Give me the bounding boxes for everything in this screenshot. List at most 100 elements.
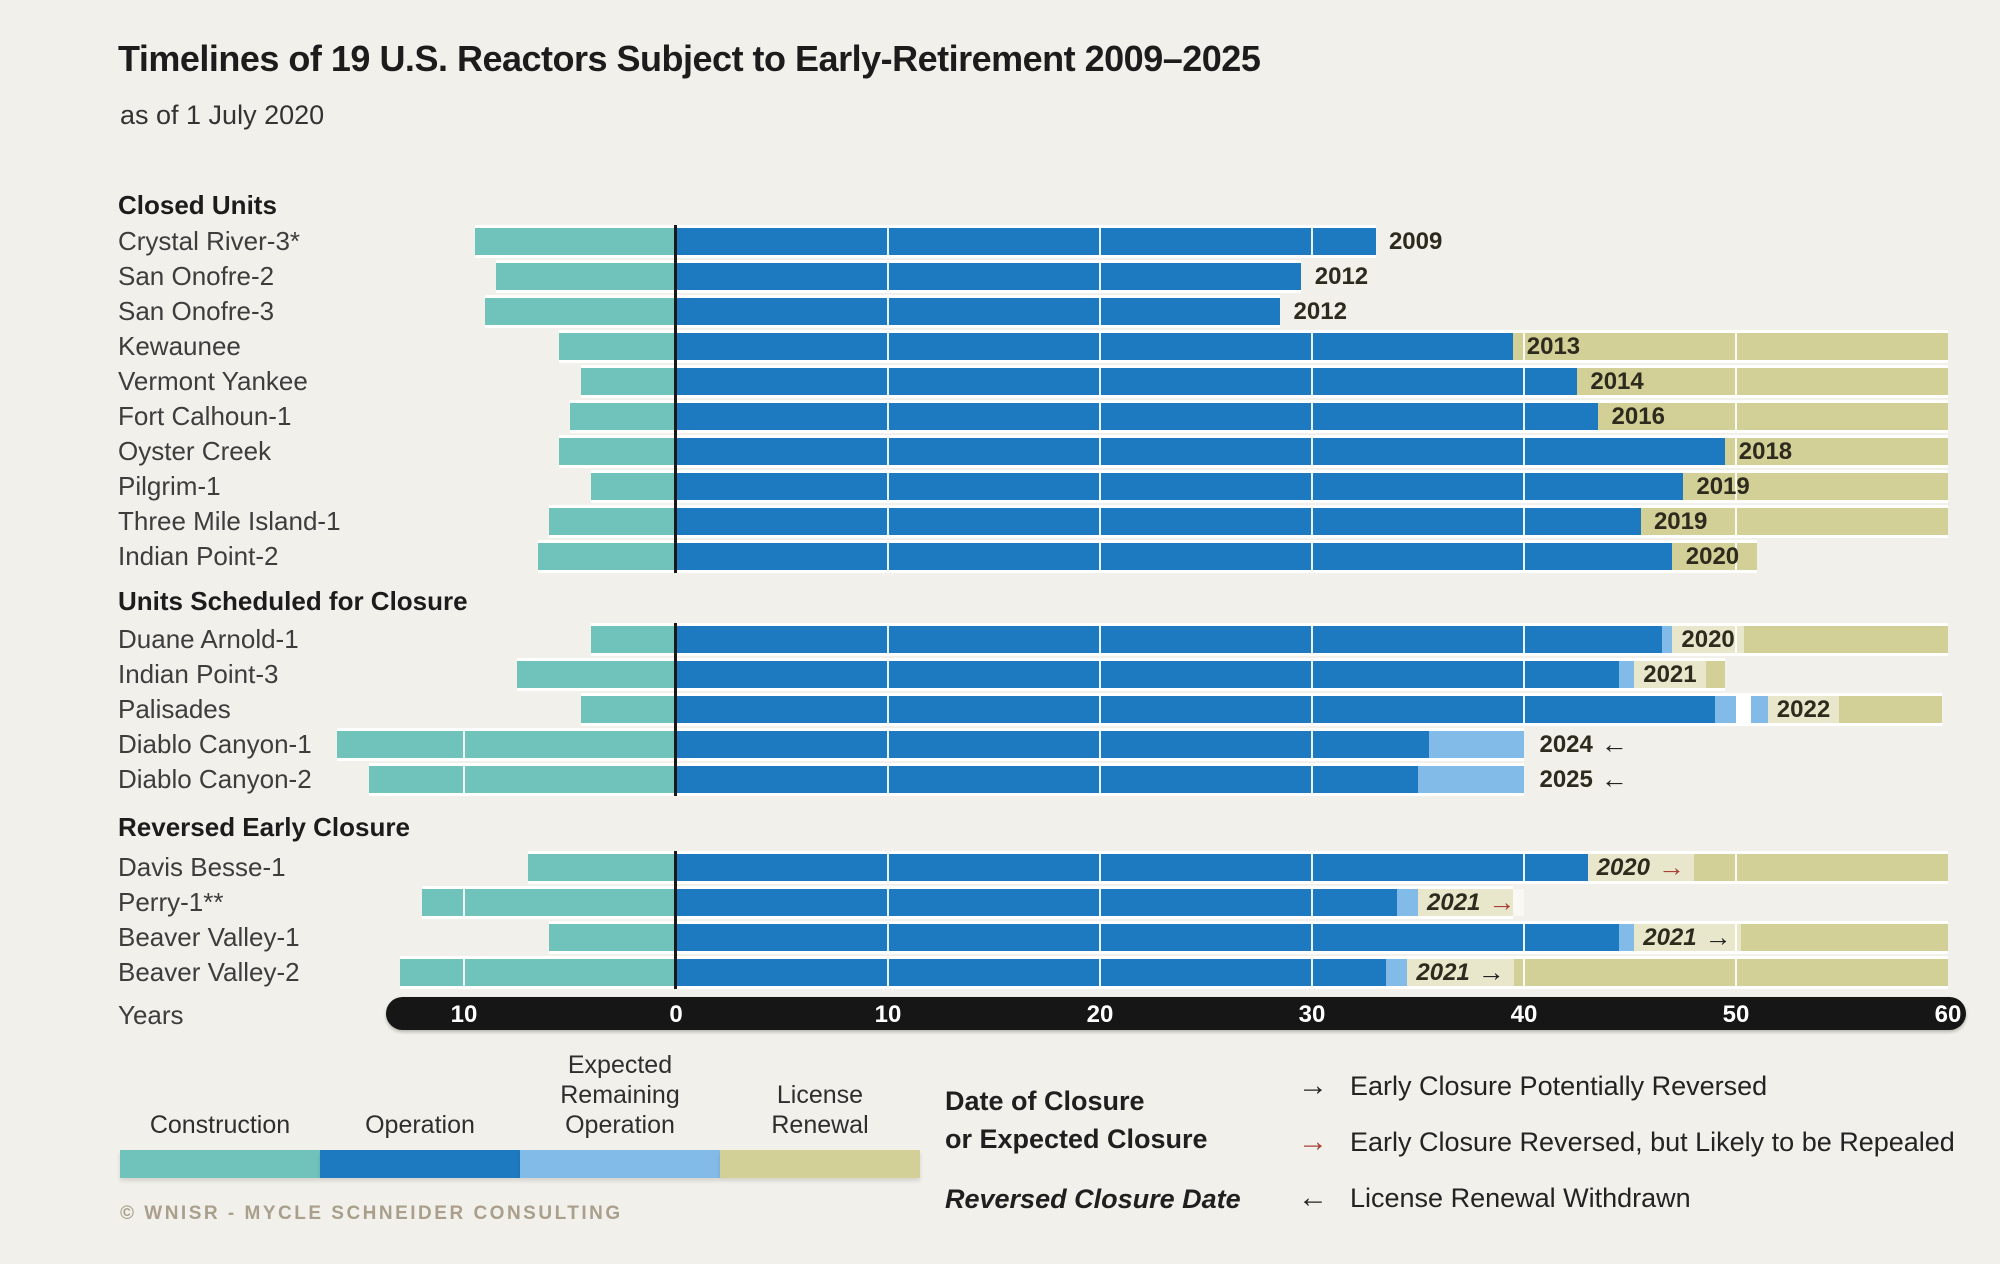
gridline xyxy=(887,438,889,465)
gridline xyxy=(1099,626,1101,653)
gridline xyxy=(463,889,465,916)
reactor-label: Indian Point-3 xyxy=(118,659,279,689)
gridline xyxy=(1311,959,1313,986)
closure-year-label: 2024 ← xyxy=(1539,731,1627,758)
operation-bar xyxy=(676,924,1620,951)
gridline xyxy=(887,626,889,653)
gridline xyxy=(1099,228,1101,255)
section-heading: Units Scheduled for Closure xyxy=(118,586,468,616)
construction-bar xyxy=(580,696,676,723)
gridline xyxy=(887,766,889,793)
closure-year-label: 2020 → xyxy=(1587,852,1694,882)
construction-bar xyxy=(485,298,676,325)
zero-line xyxy=(674,225,677,573)
gridline xyxy=(1311,731,1313,758)
closure-year-label: 2019 xyxy=(1654,508,1707,535)
gridline xyxy=(1523,854,1525,881)
gridline xyxy=(887,731,889,758)
arrow-legend-text: Early Closure Potentially Reversed xyxy=(1350,1070,1768,1101)
gridline xyxy=(1523,403,1525,430)
gridline xyxy=(1311,661,1313,688)
license-bar xyxy=(1640,508,1948,535)
closure-year-label: 2022 xyxy=(1767,696,1840,723)
gridline xyxy=(887,924,889,951)
gridline xyxy=(1523,368,1525,395)
right-arrow-icon: → xyxy=(1298,1125,1328,1158)
gridline xyxy=(1523,626,1525,653)
gridline xyxy=(1099,368,1101,395)
gridline xyxy=(1099,959,1101,986)
gridline xyxy=(1523,543,1525,570)
gridline xyxy=(1099,924,1101,951)
operation-bar xyxy=(676,473,1683,500)
gridline xyxy=(887,368,889,395)
closure-year-label: 2021 xyxy=(1634,661,1706,688)
closure-year: 2016 xyxy=(1611,402,1665,430)
gridline xyxy=(463,766,465,793)
gridline xyxy=(1311,508,1313,535)
right-arrow-icon: → xyxy=(1298,1069,1328,1102)
left-arrow-icon: ← xyxy=(1600,729,1628,759)
gridline xyxy=(1099,661,1101,688)
zero-line xyxy=(674,851,677,989)
gridline xyxy=(1311,368,1313,395)
closure-year-label: 2021 → xyxy=(1634,922,1741,952)
construction-bar xyxy=(559,333,676,360)
gridline xyxy=(1311,924,1313,951)
gridline xyxy=(1735,333,1737,360)
license-swatch xyxy=(720,1150,920,1178)
reactor-label: Diablo Canyon-2 xyxy=(118,764,312,794)
reactor-label: San Onofre-3 xyxy=(118,296,275,326)
operation-bar xyxy=(676,508,1641,535)
operation-bar xyxy=(676,298,1281,325)
reactor-label: Palisades xyxy=(118,694,231,724)
reactor-label: San Onofre-2 xyxy=(118,261,275,291)
construction-bar xyxy=(591,473,676,500)
arrow-legend-item: → Early Closure Potentially Reversed xyxy=(1298,1066,1767,1106)
arrow-legend-item: ← License Renewal Withdrawn xyxy=(1298,1178,1691,1218)
gridline xyxy=(463,731,465,758)
gridline xyxy=(887,889,889,916)
gridline xyxy=(1523,661,1525,688)
closure-date-note: Date of Closure xyxy=(945,1086,1145,1116)
gridline xyxy=(1735,403,1737,430)
axis-tick: 20 xyxy=(1086,1001,1114,1028)
gridline xyxy=(887,959,889,986)
right-arrow-icon: → xyxy=(1704,922,1732,952)
axis-tick: 30 xyxy=(1298,1001,1326,1028)
gridline xyxy=(887,263,889,290)
arrow-legend-text: Early Closure Reversed, but Likely to be… xyxy=(1350,1126,1955,1157)
gridline xyxy=(887,228,889,255)
reactor-label: Vermont Yankee xyxy=(118,366,308,396)
closure-year: 2024 xyxy=(1539,730,1593,758)
arrow-legend-text: License Renewal Withdrawn xyxy=(1350,1182,1691,1213)
closure-year: 2013 xyxy=(1526,332,1581,360)
construction-bar xyxy=(474,228,676,255)
operation-bar xyxy=(676,403,1599,430)
operation-bar xyxy=(676,889,1397,916)
gridline xyxy=(1523,508,1525,535)
construction-bar xyxy=(538,543,676,570)
gridline xyxy=(1311,228,1313,255)
reactor-label: Pilgrim-1 xyxy=(118,471,221,501)
gridline xyxy=(1311,403,1313,430)
gridline xyxy=(1523,959,1525,986)
operation-bar xyxy=(676,438,1726,465)
remaining-bar xyxy=(1418,766,1524,793)
reactor-label: Duane Arnold-1 xyxy=(118,624,299,654)
remaining-bar xyxy=(1428,731,1524,758)
gridline xyxy=(1735,959,1737,986)
reactor-label: Indian Point-2 xyxy=(118,541,279,571)
axis-title: Years xyxy=(118,1000,184,1030)
closure-year: 2021 xyxy=(1643,923,1697,951)
gridline xyxy=(887,403,889,430)
gridline xyxy=(1311,854,1313,881)
closure-year: 2021 xyxy=(1416,958,1470,986)
gridline xyxy=(887,333,889,360)
right-arrow-icon: → xyxy=(1657,852,1685,882)
closure-year: 2021 xyxy=(1427,888,1481,916)
expected-closure-note: or Expected Closure xyxy=(945,1124,1208,1154)
gridline xyxy=(1099,766,1101,793)
gridline xyxy=(1523,696,1525,723)
reactor-label: Beaver Valley-1 xyxy=(118,922,300,952)
